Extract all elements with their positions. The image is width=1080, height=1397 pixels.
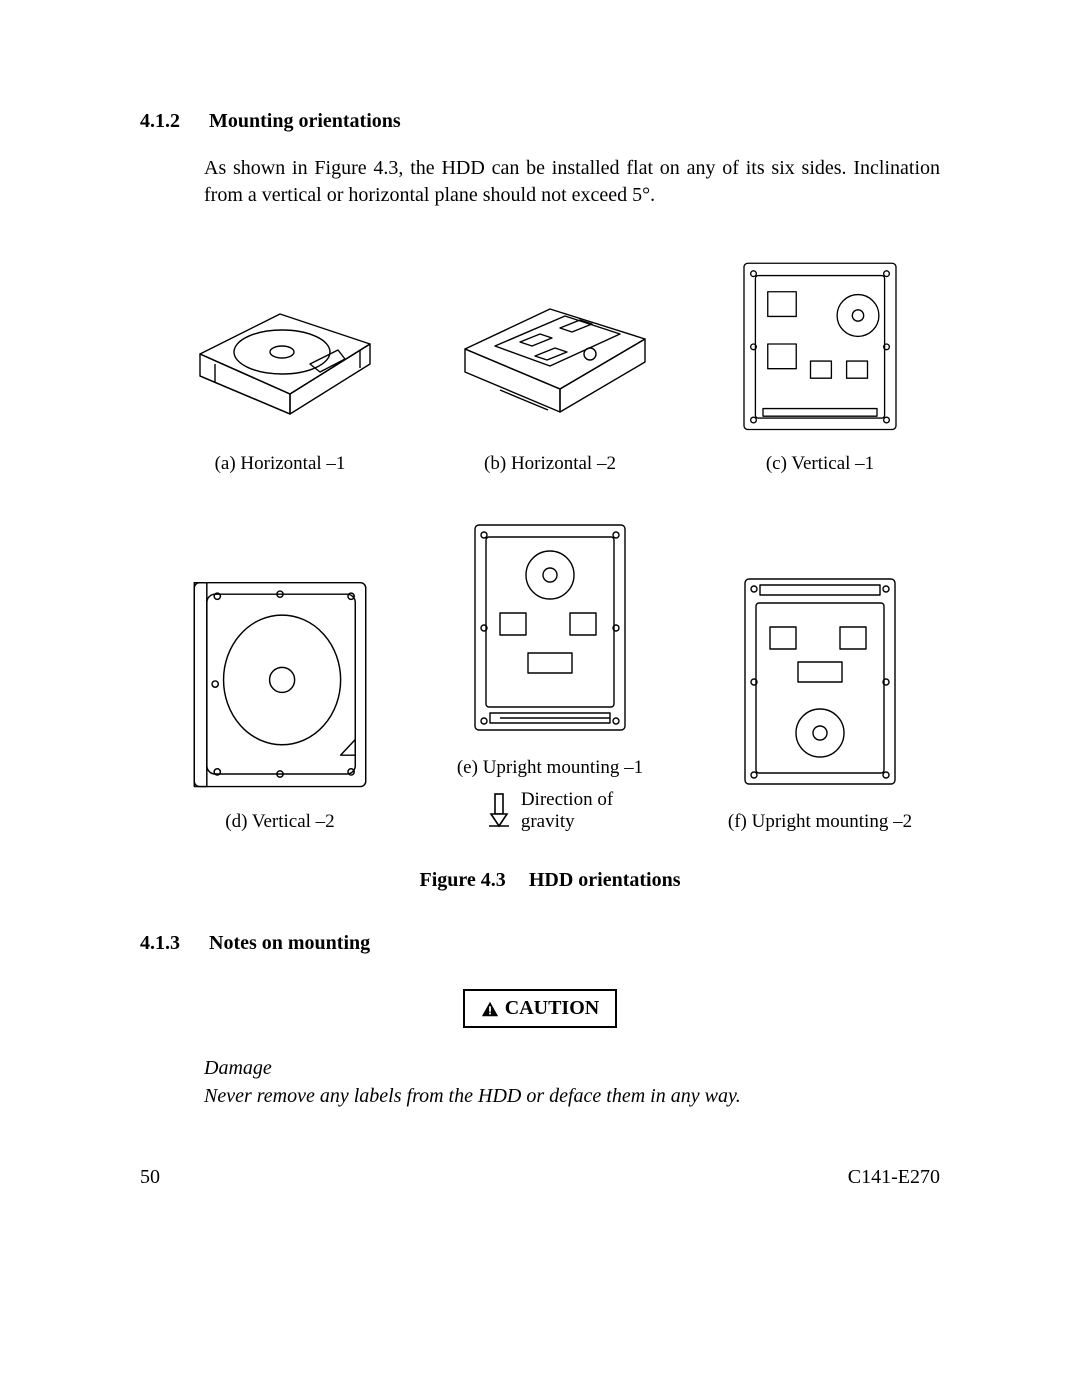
caution-box: CAUTION [463,989,617,1028]
gravity-legend: Direction of gravity [487,789,613,833]
document-page: 4.1.2 Mounting orientations As shown in … [0,0,1080,1397]
figure-caption: Figure 4.3 HDD orientations [160,869,940,892]
hdd-illustration-d [170,567,390,797]
figure-label-f: (f) Upright mounting –2 [728,811,912,833]
figure-label-b: (b) Horizontal –2 [484,453,616,475]
figure-row-1: (a) Horizontal –1 [160,249,940,475]
caution-heading: Damage [204,1054,940,1082]
figure-cell-d: (d) Vertical –2 [160,567,400,833]
section-title: Mounting orientations [209,110,401,132]
figure-grid: (a) Horizontal –1 [160,249,940,892]
caution-label: CAUTION [505,997,599,1020]
page-number: 50 [140,1166,160,1189]
section-paragraph: As shown in Figure 4.3, the HDD can be i… [204,155,940,209]
section-heading-4-1-3: 4.1.3 Notes on mounting [140,932,940,955]
figure-label-d: (d) Vertical –2 [225,811,334,833]
caution-body: Damage Never remove any labels from the … [204,1054,940,1110]
section-number: 4.1.2 [140,110,204,133]
section-number: 4.1.3 [140,932,204,955]
hdd-illustration-b [440,249,660,439]
hdd-illustration-e [440,513,660,743]
hdd-illustration-a [170,249,390,439]
document-code: C141-E270 [848,1166,940,1189]
figure-label-c: (c) Vertical –1 [766,453,874,475]
figure-cell-e: (e) Upright mounting –1 Direction of gra… [430,513,670,833]
figure-cell-b: (b) Horizontal –2 [430,249,670,475]
figure-cell-a: (a) Horizontal –1 [160,249,400,475]
figure-cell-c: (c) Vertical –1 [700,249,940,475]
hdd-illustration-c [710,249,930,439]
hdd-illustration-f [710,567,930,797]
warning-icon [481,1000,499,1018]
gravity-arrow-icon [487,792,511,830]
figure-row-2: (d) Vertical –2 [160,513,940,833]
section-heading-4-1-2: 4.1.2 Mounting orientations [140,110,940,133]
caution-text: Never remove any labels from the HDD or … [204,1082,940,1110]
figure-label-a: (a) Horizontal –1 [215,453,346,475]
page-footer: 50 C141-E270 [140,1166,940,1189]
figure-label-e: (e) Upright mounting –1 [457,757,643,779]
section-title: Notes on mounting [209,932,370,954]
figure-cell-f: (f) Upright mounting –2 [700,567,940,833]
gravity-text: Direction of gravity [521,789,613,833]
